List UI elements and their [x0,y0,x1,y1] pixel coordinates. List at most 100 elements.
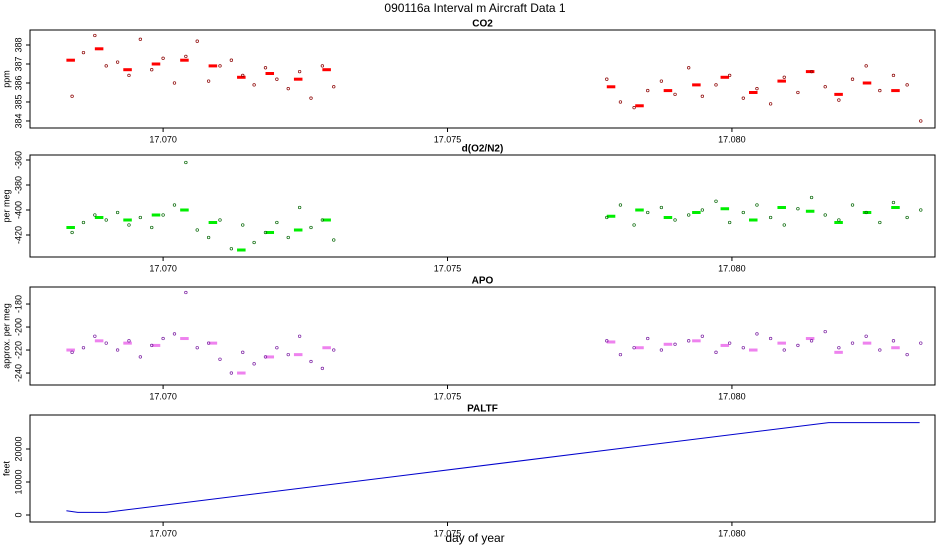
data-point [687,339,691,343]
data-point [768,102,773,106]
data-point [714,350,718,354]
x-tick-label: 17.070 [149,134,177,144]
data-point [81,346,86,350]
data-point [768,336,773,341]
data-point [206,235,211,240]
panel-title: PALTF [467,404,498,415]
data-point [823,213,827,217]
data-point [127,339,131,343]
data-point [782,223,786,227]
data-point [905,83,909,87]
data-point [796,207,800,211]
data-point [673,218,677,222]
data-point [138,215,143,220]
plot-frame [29,154,936,258]
data-point [714,83,718,87]
y-tick-label: 384 [13,113,23,128]
x-tick-label: 17.080 [718,263,746,273]
data-point [115,60,120,64]
y-tick-label: 20000 [13,436,23,461]
x-tick-label: 17.070 [149,528,177,538]
data-point [837,346,841,350]
x-tick-label: 17.070 [149,391,177,401]
data-point [618,100,623,104]
data-point [741,346,745,350]
data-point [218,357,222,361]
data-point [632,223,636,227]
data-point [115,348,120,352]
data-point [687,66,691,70]
y-tick-label: 385 [13,94,23,109]
data-point [286,235,290,240]
data-point [919,119,923,123]
data-point [104,218,108,222]
plot-frame [29,286,936,386]
data-point [768,215,773,220]
data-point [241,223,245,227]
data-point [229,58,234,62]
data-point [850,203,855,207]
data-point [297,69,302,74]
data-point [241,73,245,78]
data-point [127,73,131,78]
data-point [755,332,759,336]
data-point [218,64,222,68]
data-point [195,39,199,43]
y-tick-label: -400 [13,201,23,219]
x-tick-label: 17.080 [718,391,746,401]
data-point [195,346,199,350]
data-point [320,218,325,222]
data-line [66,422,920,513]
data-point [878,220,882,225]
data-point [195,228,199,232]
data-point [809,69,814,74]
x-tick-label: 17.075 [434,391,462,401]
data-point [263,230,268,235]
data-point [275,77,279,81]
data-point [646,88,650,93]
y-tick-label: 10000 [13,469,23,494]
y-axis-title: approx. per meg [1,303,11,369]
data-point [138,355,143,359]
data-point [741,210,745,215]
data-point [646,210,650,215]
data-point [297,334,302,338]
chart-title: 090116a Interval m Aircraft Data 1 [384,1,566,15]
data-point [646,336,650,341]
data-point [150,225,154,230]
y-tick-label: 388 [13,37,23,52]
data-point [218,218,222,222]
data-point [104,341,108,345]
data-point [263,66,268,70]
y-tick-label: 387 [13,56,23,71]
data-point [919,341,923,345]
data-point [891,200,896,205]
data-point [320,64,325,68]
data-point [161,213,165,217]
data-point [309,225,313,230]
data-point [891,339,896,343]
data-point [728,341,732,345]
data-point [93,334,97,338]
y-tick-label: -380 [13,176,23,194]
data-point [891,73,896,78]
data-point [93,33,97,38]
data-point [81,220,86,225]
data-point [332,85,336,89]
data-point [850,341,855,345]
panel-title: CO2 [472,19,493,30]
y-axis-title: per meg [1,189,11,222]
data-point [905,352,909,357]
y-tick-label: -220 [13,341,23,359]
data-point [263,355,268,359]
data-point [252,362,256,366]
y-tick-label: -420 [13,226,23,244]
data-point [150,343,154,348]
y-tick-label: -360 [13,151,23,169]
data-point [700,94,705,98]
data-point [823,85,827,89]
data-point [309,359,313,364]
data-point [864,334,868,338]
